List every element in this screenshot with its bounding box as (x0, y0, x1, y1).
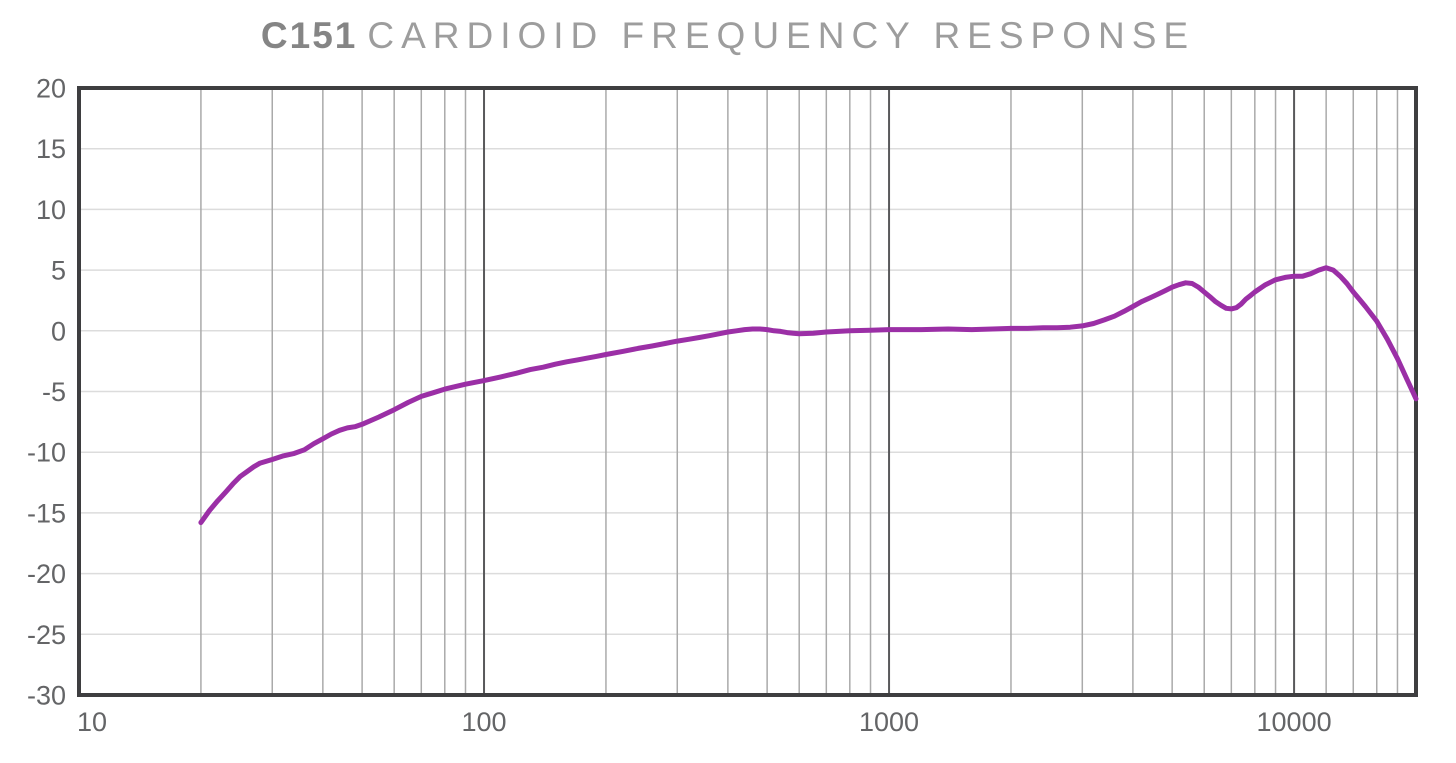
chart-title-model: C151 (260, 15, 358, 56)
y-tick-label: -10 (27, 438, 66, 468)
y-tick-label: -5 (42, 377, 66, 407)
chart-title: C151 CARDIOID FREQUENCY RESPONSE (0, 16, 1456, 56)
y-tick-label: 0 (51, 316, 66, 346)
y-tick-label: 20 (36, 74, 66, 104)
y-tick-label: 10 (36, 195, 66, 225)
y-tick-label: -30 (27, 681, 66, 711)
x-tick-label: 1000 (859, 707, 919, 737)
y-tick-label: 5 (51, 256, 66, 286)
x-tick-label: 10000 (1257, 707, 1332, 737)
chart-title-text: CARDIOID FREQUENCY RESPONSE (367, 15, 1196, 56)
plot-border (77, 86, 1418, 697)
y-tick-label: -25 (27, 620, 66, 650)
response-curve (198, 265, 1419, 526)
y-tick-label: -15 (27, 498, 66, 528)
y-tick-label: -20 (27, 559, 66, 589)
x-tick-label: 10 (77, 707, 107, 737)
y-tick-label: 15 (36, 134, 66, 164)
x-tick-label: 100 (461, 707, 506, 737)
